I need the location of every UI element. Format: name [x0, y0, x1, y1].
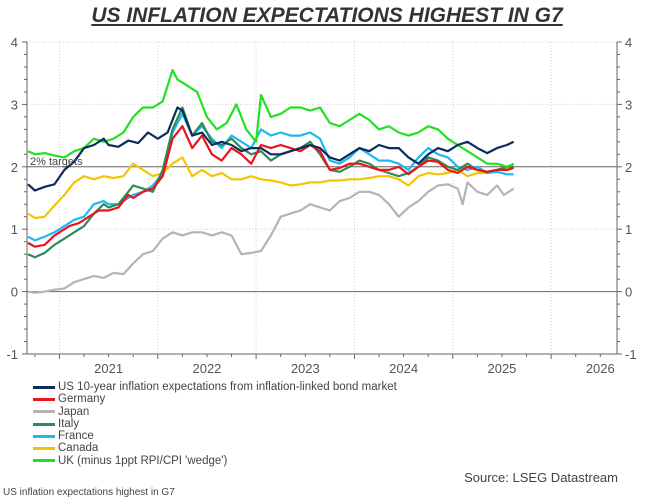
legend-label: US 10-year inflation expectations from i…: [58, 381, 397, 393]
x-tick-label: 2022: [192, 361, 221, 376]
caption: US inflation expectations highest in G7: [3, 487, 175, 498]
legend-label: Germany: [58, 393, 106, 406]
legend-item: US 10-year inflation expectations from i…: [33, 381, 397, 393]
legend-item: France: [33, 430, 397, 442]
legend-label: Canada: [58, 442, 99, 455]
legend-label: Italy: [58, 417, 80, 430]
legend-swatch: [33, 422, 55, 426]
legend-swatch: [33, 397, 55, 401]
legend: US 10-year inflation expectations from i…: [33, 381, 397, 467]
series-line-germany: [27, 125, 514, 248]
x-tick-label: 2024: [389, 361, 418, 376]
y-tick-label-right: 4: [625, 35, 632, 50]
y-tick-label-left: 4: [11, 35, 18, 50]
source-note: Source: LSEG Datastream: [464, 470, 618, 485]
legend-swatch: [33, 385, 55, 389]
reference-line-label: 2% targets: [30, 156, 83, 168]
legend-label: Japan: [58, 405, 90, 418]
legend-item: UK (minus 1ppt RPI/CPI 'wedge'): [33, 455, 397, 467]
x-tick-label: 2021: [94, 361, 123, 376]
legend-item: Canada: [33, 442, 397, 454]
legend-swatch: [33, 434, 55, 438]
x-tick-label: 2025: [487, 361, 516, 376]
series-line-italy: [27, 106, 514, 259]
grid: [27, 41, 617, 355]
legend-item: Japan: [33, 406, 397, 418]
y-tick-label-left: -1: [6, 347, 18, 362]
y-tick-label-right: 3: [625, 97, 632, 112]
legend-swatch: [33, 447, 55, 451]
legend-label: France: [58, 430, 94, 443]
x-tick-label: 2023: [291, 361, 320, 376]
series-group: [27, 69, 515, 294]
legend-swatch: [33, 410, 55, 414]
x-tick-label: 2026: [586, 361, 615, 376]
legend-item: Italy: [33, 418, 397, 430]
legend-item: Germany: [33, 393, 397, 405]
axes: 2021 2022 2023 2024 2025 2026 -1 -1 0 0 1 1 2 2 3 3 4 4: [6, 35, 636, 376]
y-tick-label-left: 2: [11, 160, 18, 175]
series-line-japan: [27, 181, 515, 294]
y-tick-label-right: 2: [625, 160, 632, 175]
series-line-us: [27, 106, 515, 192]
legend-swatch: [33, 459, 55, 463]
y-tick-label-left: 1: [11, 222, 18, 237]
series-line-uk: [27, 69, 515, 168]
y-tick-label-left: 3: [11, 97, 18, 112]
y-tick-label-right: 0: [625, 285, 632, 300]
y-tick-label-left: 0: [11, 285, 18, 300]
chart-title: US INFLATION EXPECTATIONS HIGHEST IN G7: [91, 4, 563, 27]
y-tick-label-right: -1: [625, 347, 637, 362]
y-tick-label-right: 1: [625, 222, 632, 237]
legend-label: UK (minus 1ppt RPI/CPI 'wedge'): [58, 454, 228, 467]
series-line-canada: [27, 156, 514, 220]
